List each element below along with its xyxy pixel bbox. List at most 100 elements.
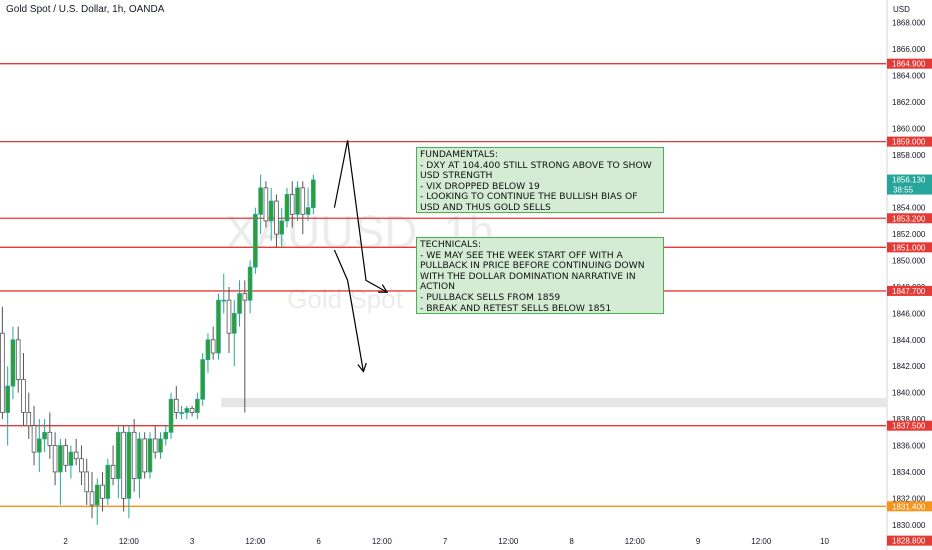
- y-tick-label: 1866.000: [892, 45, 926, 54]
- candle-body[interactable]: [121, 431, 126, 499]
- note-line: USD STRENGTH: [420, 170, 493, 182]
- candle-body[interactable]: [21, 379, 26, 413]
- y-tick-label: 1858.000: [892, 151, 926, 160]
- candle-body[interactable]: [268, 200, 274, 222]
- candle-body[interactable]: [311, 179, 316, 209]
- y-tick-label: 1846.000: [892, 309, 926, 318]
- candle-body[interactable]: [163, 431, 169, 440]
- level-badge: [887, 501, 932, 512]
- projection-path-a: [333, 140, 388, 293]
- candle-body[interactable]: [210, 339, 216, 354]
- level-badge: [887, 213, 932, 224]
- candle-body[interactable]: [300, 187, 306, 215]
- candle-body[interactable]: [63, 445, 68, 466]
- candle-body[interactable]: [137, 438, 142, 479]
- candle-body[interactable]: [31, 425, 37, 453]
- price-zone: [221, 397, 886, 408]
- candle-body[interactable]: [221, 299, 227, 302]
- candle-body[interactable]: [231, 312, 237, 334]
- candle-body[interactable]: [15, 339, 21, 380]
- candle-body[interactable]: [47, 431, 53, 446]
- note-line: WITH THE DOLLAR DOMINATION NARRATIVE IN: [420, 270, 636, 282]
- candle-body[interactable]: [94, 484, 100, 506]
- fundamentals-note: FUNDAMENTALS: - DXY AT 104.400 STILL STR…: [416, 147, 664, 213]
- level-badge-text: 1864.900: [892, 60, 926, 69]
- candle-body[interactable]: [89, 491, 95, 506]
- candle-body[interactable]: [226, 299, 232, 334]
- note-line: - BREAK AND RETEST SELLS BELOW 1851: [420, 302, 612, 314]
- candle-body[interactable]: [289, 194, 295, 215]
- candle-body[interactable]: [174, 398, 179, 413]
- candle-body[interactable]: [110, 464, 116, 479]
- candle-body[interactable]: [105, 464, 111, 499]
- x-tick-label: 12:00: [498, 537, 519, 546]
- candle-body[interactable]: [5, 385, 10, 413]
- candle-body[interactable]: [147, 438, 153, 473]
- y-tick-label: 1864.000: [892, 72, 926, 81]
- candle-body[interactable]: [84, 471, 90, 493]
- candle-body[interactable]: [305, 207, 311, 215]
- current-price-badge-countdown: 38:55: [893, 186, 914, 195]
- candle-body[interactable]: [242, 293, 248, 301]
- candle-body[interactable]: [79, 458, 84, 473]
- x-tick-label: 8: [569, 537, 574, 546]
- candle-body[interactable]: [237, 293, 242, 314]
- y-tick-label: 1842.000: [892, 362, 926, 371]
- candle-body[interactable]: [116, 431, 121, 479]
- candle-body[interactable]: [26, 412, 32, 427]
- candle-body[interactable]: [258, 187, 263, 215]
- candle-body[interactable]: [200, 359, 205, 400]
- y-tick-label: 1836.000: [892, 442, 926, 451]
- projection-arrowhead: [357, 362, 367, 373]
- candle-body[interactable]: [52, 445, 58, 473]
- candle-body[interactable]: [253, 213, 258, 268]
- candle-body[interactable]: [10, 339, 16, 387]
- candle-body[interactable]: [168, 398, 174, 433]
- x-tick-label: 2: [63, 537, 68, 546]
- candle-body[interactable]: [179, 412, 184, 414]
- candle-body[interactable]: [131, 431, 137, 479]
- watermark-name: Gold Spot: [287, 284, 403, 314]
- level-badge: [887, 136, 932, 147]
- note-line: USD AND THUS GOLD SELLS: [420, 201, 551, 213]
- y-tick-label: 1838.000: [892, 415, 926, 424]
- current-price-badge-text: 1856.130: [892, 176, 926, 185]
- candle-body[interactable]: [158, 438, 163, 453]
- level-badge-text: 1859.000: [892, 138, 926, 147]
- x-tick-label: 7: [443, 537, 448, 546]
- candle-body[interactable]: [216, 299, 221, 354]
- y-tick-label: 1852.000: [892, 230, 926, 239]
- current-price-badge: [887, 174, 932, 195]
- note-line: - LOOKING TO CONTINUE THE BULLISH BIAS O…: [420, 191, 638, 203]
- candle-body[interactable]: [73, 451, 79, 460]
- candle-body[interactable]: [36, 438, 42, 453]
- x-tick-label: 12:00: [625, 537, 646, 546]
- candle-body[interactable]: [58, 445, 63, 473]
- candle-body[interactable]: [68, 451, 74, 466]
- candle-body[interactable]: [42, 431, 47, 440]
- candle-body[interactable]: [184, 408, 190, 413]
- note-line: - PULLBACK SELLS FROM 1859: [420, 291, 561, 303]
- y-tick-label: 1840.000: [892, 389, 926, 398]
- candle-body[interactable]: [263, 187, 269, 222]
- price-axis[interactable]: [887, 0, 932, 550]
- candle-body[interactable]: [274, 200, 279, 235]
- candle-body[interactable]: [279, 220, 285, 235]
- x-tick-label: 3: [190, 537, 195, 546]
- candle-body[interactable]: [152, 438, 158, 453]
- y-tick-label: 1868.000: [892, 19, 926, 28]
- candle-body[interactable]: [284, 194, 290, 222]
- candle-body[interactable]: [195, 398, 200, 413]
- level-badge: [887, 58, 932, 69]
- candle-body[interactable]: [295, 187, 300, 215]
- x-tick-label: 10: [820, 537, 829, 546]
- candle-body[interactable]: [142, 438, 147, 473]
- candle-body[interactable]: [205, 339, 211, 361]
- candle-body[interactable]: [0, 332, 5, 413]
- candle-body[interactable]: [247, 266, 253, 301]
- candle-body[interactable]: [126, 431, 132, 499]
- candle-body[interactable]: [100, 484, 105, 499]
- y-tick-label: 1854.000: [892, 204, 926, 213]
- candle-body[interactable]: [189, 408, 195, 413]
